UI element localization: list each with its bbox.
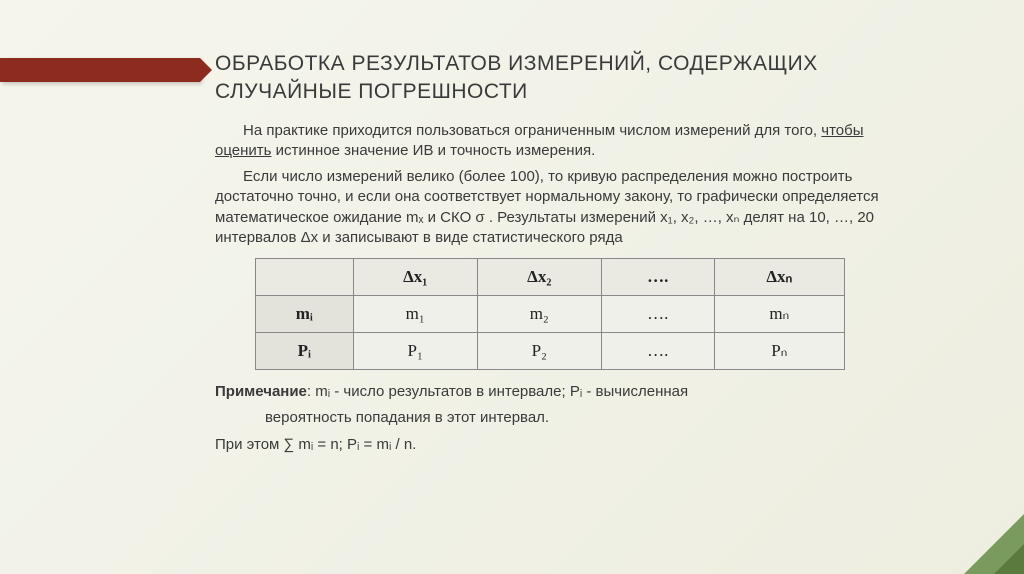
note-line-2: вероятность попадания в этот интервал.	[215, 408, 905, 428]
table-row: mᵢ m₁ m₂ …. mₙ	[256, 296, 845, 333]
slide-title: ОБРАБОТКА РЕЗУЛЬТАТОВ ИЗМЕРЕНИЙ, СОДЕРЖА…	[215, 50, 905, 107]
paragraph-2: Если число измерений велико (более 100),…	[215, 167, 905, 248]
table-row-label: mᵢ	[256, 296, 354, 333]
table-cell: P₂	[477, 333, 601, 370]
table-cell: P₁	[353, 333, 477, 370]
table-cell: ….	[601, 333, 714, 370]
table-row-label: Pᵢ	[256, 333, 354, 370]
table-cell: Pₙ	[714, 333, 844, 370]
table-cell: ….	[601, 296, 714, 333]
stats-table-wrap: Δx₁ Δx₂ …. Δxₙ mᵢ m₁ m₂ …. mₙ Pᵢ P₁ P₂ ……	[255, 258, 905, 370]
note-line-1: Примечание: mᵢ - число результатов в инт…	[215, 382, 905, 402]
table-header-cell: Δx₁	[353, 259, 477, 296]
table-cell: m₂	[477, 296, 601, 333]
accent-bar	[0, 58, 200, 82]
table-header-cell	[256, 259, 354, 296]
table-header-row: Δx₁ Δx₂ …. Δxₙ	[256, 259, 845, 296]
corner-triangle-inner	[994, 544, 1024, 574]
stats-table: Δx₁ Δx₂ …. Δxₙ mᵢ m₁ m₂ …. mₙ Pᵢ P₁ P₂ ……	[255, 258, 845, 370]
paragraph-1: На практике приходится пользоваться огра…	[215, 121, 905, 162]
table-header-cell: ….	[601, 259, 714, 296]
note-body-1: : mᵢ - число результатов в интервале; Pᵢ…	[307, 383, 688, 400]
table-header-cell: Δxₙ	[714, 259, 844, 296]
table-header-cell: Δx₂	[477, 259, 601, 296]
table-row: Pᵢ P₁ P₂ …. Pₙ	[256, 333, 845, 370]
table-cell: m₁	[353, 296, 477, 333]
slide-content: ОБРАБОТКА РЕЗУЛЬТАТОВ ИЗМЕРЕНИЙ, СОДЕРЖА…	[215, 50, 905, 461]
note-lead: Примечание	[215, 383, 307, 400]
table-cell: mₙ	[714, 296, 844, 333]
para1-part-b: истинное значение ИВ и точность измерени…	[271, 142, 595, 159]
note-final: При этом ∑ mᵢ = n; Pᵢ = mᵢ / n.	[215, 435, 905, 455]
para1-part-a: На практике приходится пользоваться огра…	[243, 122, 821, 139]
